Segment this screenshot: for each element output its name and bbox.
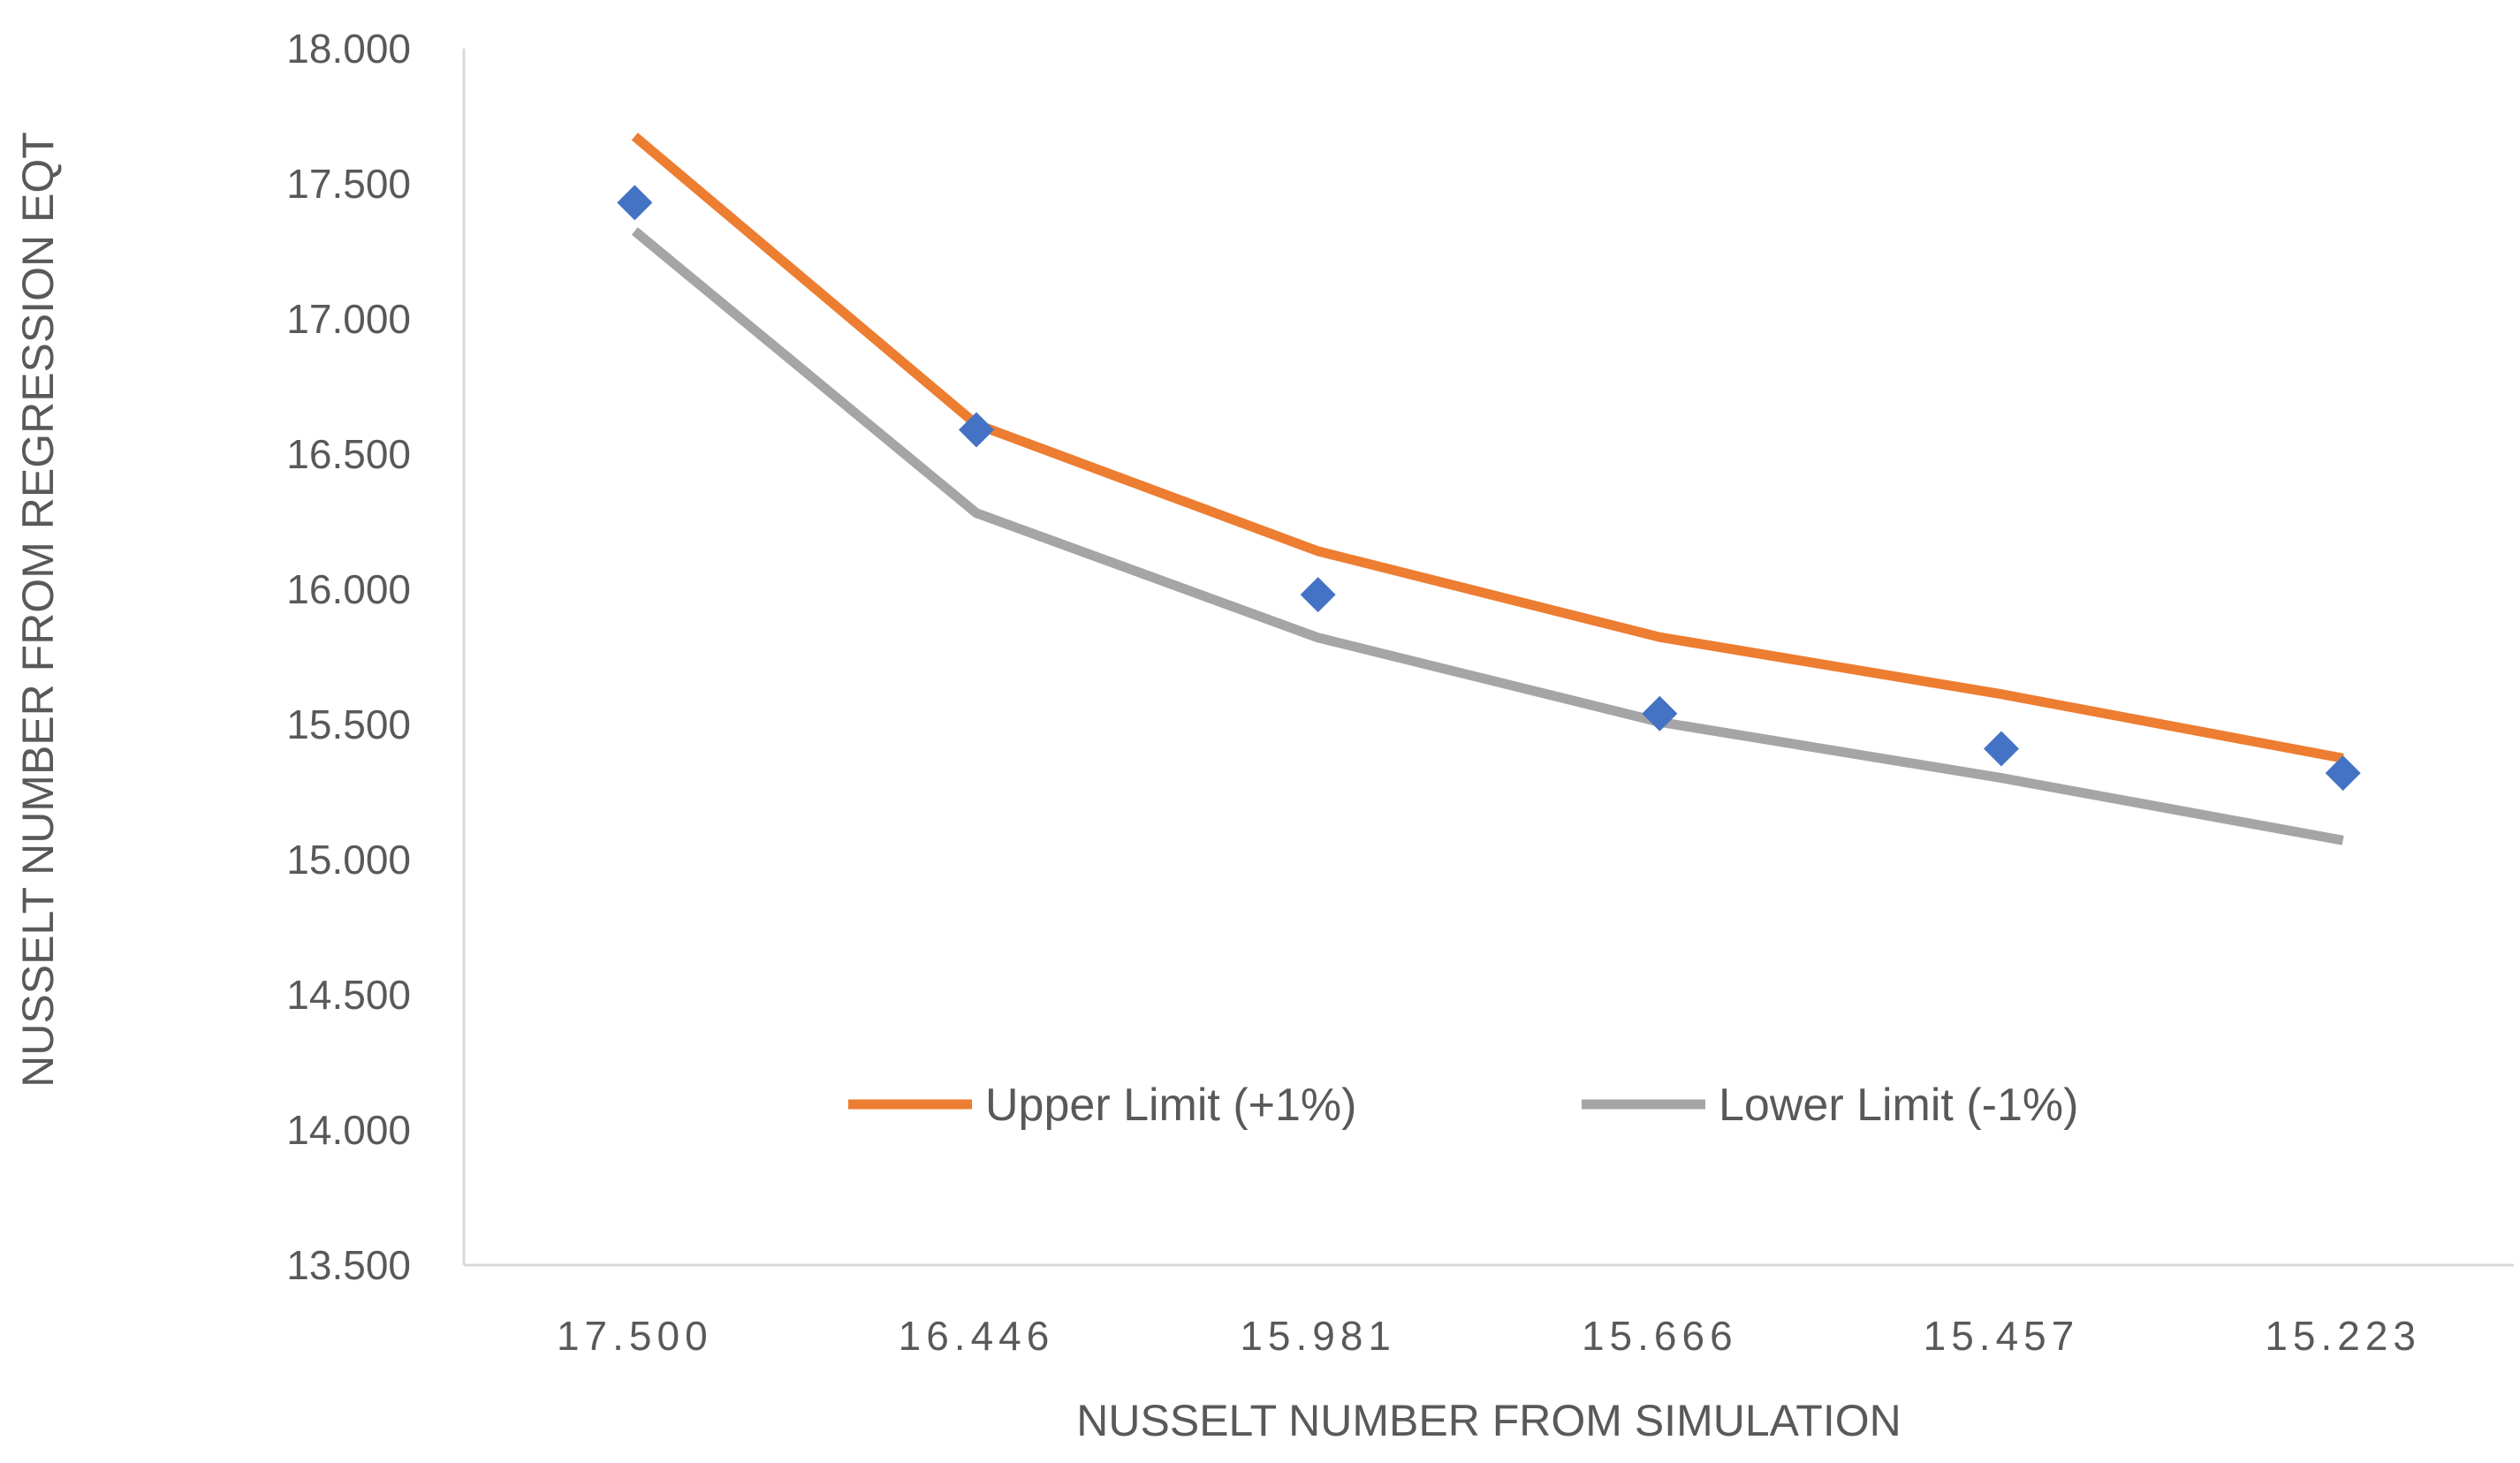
y-tick-label: 16.500 — [286, 431, 411, 477]
data-point-marker — [2325, 755, 2361, 792]
y-tick-label: 17.000 — [286, 296, 411, 342]
x-tick-label: 15.981 — [1240, 1313, 1396, 1359]
legend-label: Lower Limit (-1%) — [1719, 1080, 2078, 1131]
series-line-1 — [631, 227, 2344, 845]
y-tick-label: 13.500 — [286, 1242, 411, 1288]
y-tick-label: 15.500 — [286, 701, 411, 747]
data-point-marker — [617, 185, 653, 221]
data-point-marker — [1300, 577, 1336, 613]
y-axis-title: NUSSELT NUMBER FROM REGRESSION EQT — [13, 132, 63, 1088]
y-tick-label: 15.000 — [286, 837, 411, 883]
x-tick-label: 15.457 — [1924, 1313, 2080, 1359]
data-point-marker — [1642, 695, 1678, 732]
y-tick-label: 14.500 — [286, 972, 411, 1018]
data-point-marker — [959, 412, 994, 448]
series-line-0 — [631, 133, 2344, 763]
legend: Upper Limit (+1%) Lower Limit (-1%) — [848, 1080, 2078, 1131]
x-tick-label: 17.500 — [557, 1313, 713, 1359]
data-point-marker — [1984, 731, 2019, 767]
legend-label: Upper Limit (+1%) — [985, 1080, 1356, 1131]
x-axis-ticks: 17.500 16.446 15.981 15.666 15.457 15.223 — [557, 1313, 2421, 1359]
x-axis-title: NUSSELT NUMBER FROM SIMULATION — [1076, 1396, 1901, 1445]
x-tick-label: 15.223 — [2265, 1313, 2421, 1359]
series-layer — [617, 133, 2361, 845]
y-tick-label: 16.000 — [286, 566, 411, 612]
y-tick-label: 14.000 — [286, 1107, 411, 1153]
y-tick-label: 18.000 — [286, 26, 411, 72]
x-tick-label: 15.666 — [1582, 1313, 1738, 1359]
x-tick-label: 16.446 — [899, 1313, 1055, 1359]
y-tick-label: 17.500 — [286, 161, 411, 207]
y-axis-ticks: 18.000 17.500 17.000 16.500 16.000 15.500 15.0… — [286, 26, 411, 1288]
